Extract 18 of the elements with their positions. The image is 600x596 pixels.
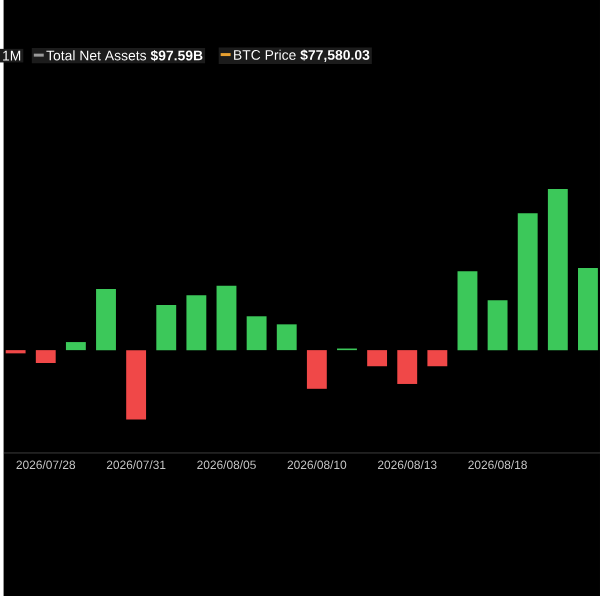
bar xyxy=(547,188,568,350)
bar xyxy=(517,212,538,350)
bar xyxy=(65,341,86,350)
bar xyxy=(216,285,237,350)
bar xyxy=(427,349,448,367)
bar xyxy=(578,267,598,350)
bar xyxy=(397,349,418,384)
bar xyxy=(186,295,207,350)
bar xyxy=(126,349,147,420)
bar xyxy=(96,288,116,350)
bar xyxy=(306,349,327,389)
bar xyxy=(246,316,267,350)
bar xyxy=(276,324,297,350)
bar xyxy=(35,349,56,363)
bar xyxy=(156,304,177,350)
bar xyxy=(487,299,508,350)
bar xyxy=(457,270,478,350)
bar xyxy=(367,349,388,367)
